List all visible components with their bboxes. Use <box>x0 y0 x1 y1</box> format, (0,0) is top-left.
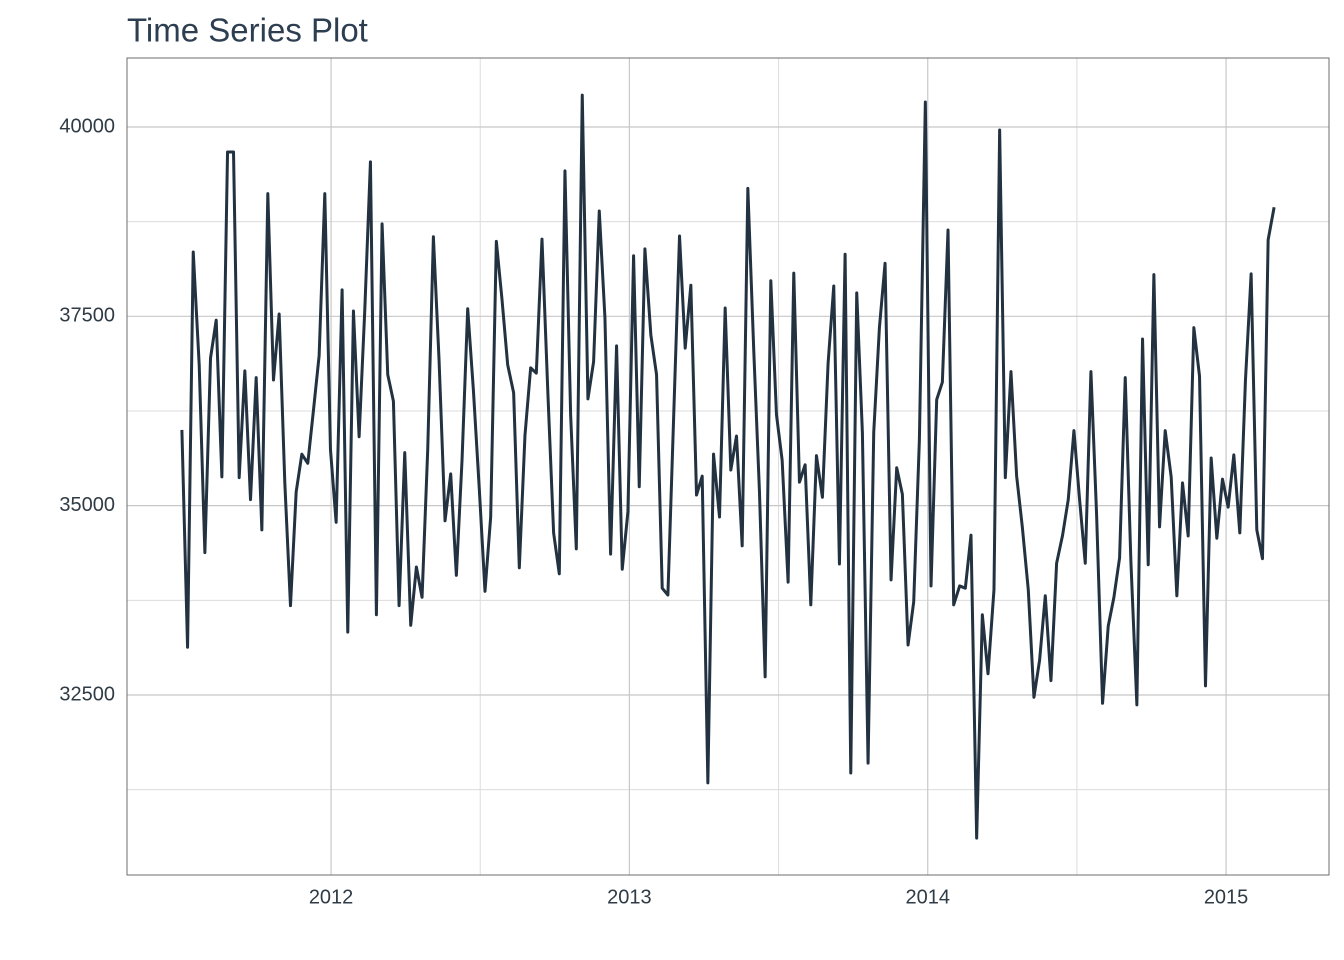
series-line <box>180 93 1276 840</box>
y-tick-label: 35000 <box>59 494 115 516</box>
plot-border <box>126 57 1330 876</box>
y-tick-label: 40000 <box>59 115 115 137</box>
x-tick-label: 2013 <box>607 886 652 908</box>
y-tick-label: 32500 <box>59 683 115 705</box>
y-tick-label: 37500 <box>59 305 115 327</box>
x-tick-label: 2012 <box>309 886 354 908</box>
chart-title: Time Series Plot <box>127 12 368 49</box>
x-tick-label: 2014 <box>905 886 950 908</box>
x-tick-label: 2015 <box>1204 886 1249 908</box>
